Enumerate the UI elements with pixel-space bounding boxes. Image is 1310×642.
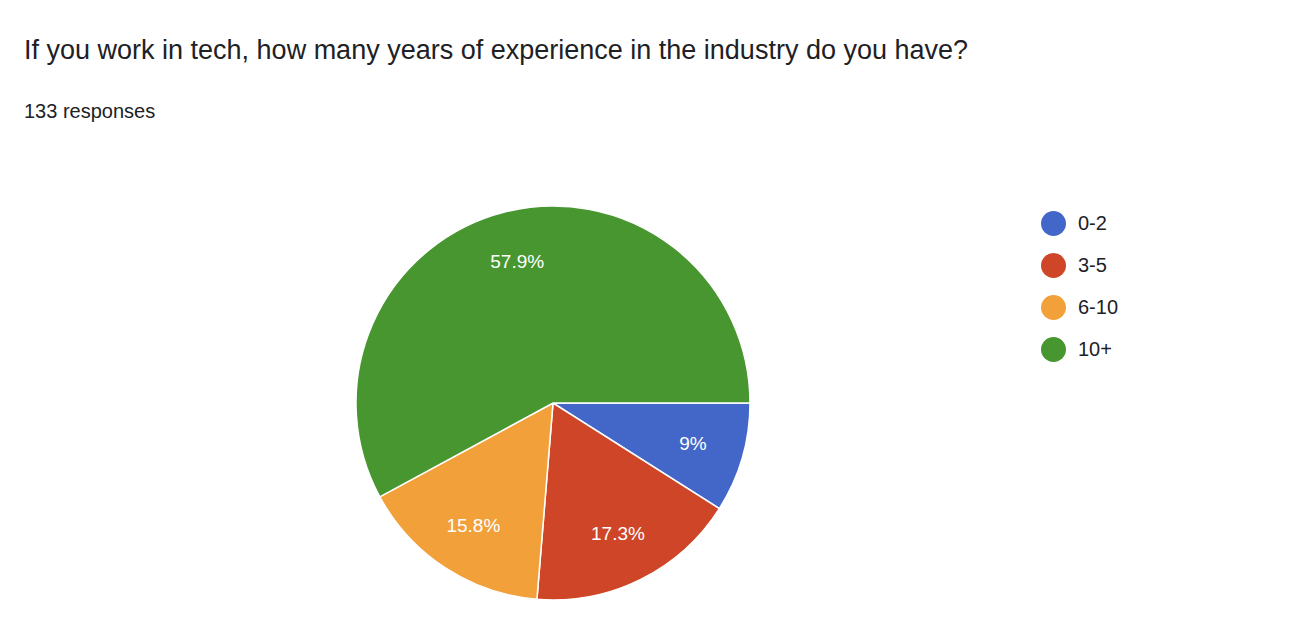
svg-text:57.9%: 57.9% <box>490 251 544 272</box>
html-text:6-10: 6-10 <box>1078 295 1118 318</box>
svg-text:9%: 9% <box>679 433 707 454</box>
svg-text:15.8%: 15.8% <box>446 515 500 536</box>
html-text:If you work in tech, how many: If you work in tech, how many years of e… <box>24 35 968 65</box>
html-text:133 responses: 133 responses <box>24 100 156 122</box>
svg-text:17.3%: 17.3% <box>591 523 645 544</box>
html-text:10+: 10+ <box>1078 337 1112 360</box>
html-text:3-5: 3-5 <box>1078 253 1107 276</box>
html-text:0-2: 0-2 <box>1078 211 1107 234</box>
